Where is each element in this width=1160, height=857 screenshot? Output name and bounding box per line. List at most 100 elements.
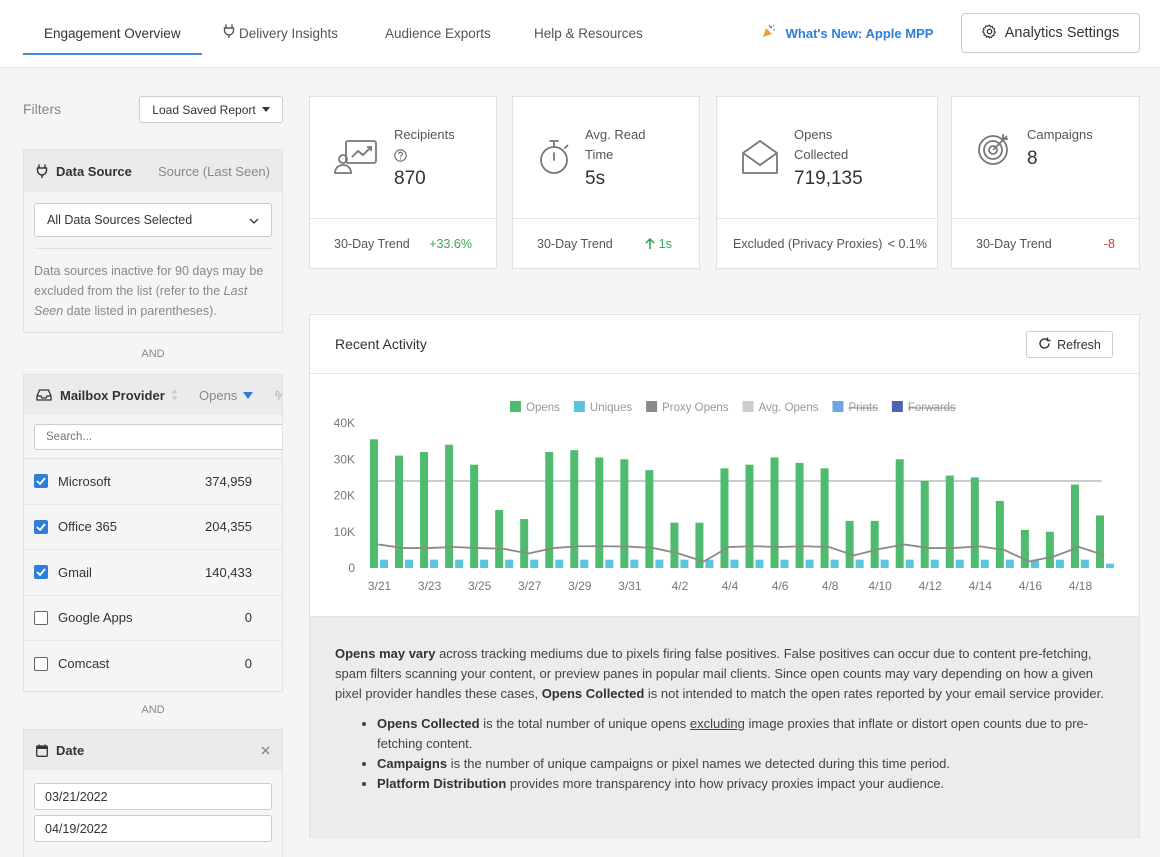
disclaimer-paragraph: Opens may vary across tracking mediums d… [335, 646, 1104, 701]
disclaimer-list: Opens Collected is the total number of u… [335, 714, 1114, 794]
opens-bar [895, 459, 904, 568]
stopwatch-icon [537, 139, 571, 180]
opens-bar [1045, 531, 1054, 568]
list-item: Campaigns is the number of unique campai… [377, 754, 1114, 774]
x-tick-label: 4/12 [919, 579, 943, 593]
opens-column-header[interactable]: Opens [199, 388, 254, 403]
uniques-bar [780, 559, 789, 568]
opens-bar [620, 459, 629, 568]
target-icon [976, 131, 1012, 172]
tab-delivery-insights[interactable]: Delivery Insights [223, 0, 338, 56]
provider-name: Google Apps [58, 610, 133, 626]
whats-new-link[interactable]: What's New: Apple MPP [762, 24, 933, 41]
recipients-icon [334, 139, 378, 180]
analytics-settings-button[interactable]: Analytics Settings [961, 13, 1140, 53]
provider-checkbox[interactable] [34, 610, 48, 625]
x-tick-label: 4/6 [772, 579, 789, 593]
provider-checkbox[interactable] [34, 519, 48, 534]
legend-swatch [510, 401, 521, 412]
mailbox-provider-panel: Mailbox Provider Opens % Microsoft 374,95… [23, 374, 283, 692]
list-item[interactable]: Google Apps 0 [24, 596, 282, 641]
mailbox-provider-list: Microsoft 374,959 Office 365 204,355 Gmail 14… [24, 459, 282, 687]
opens-bar [445, 444, 454, 568]
opens-bar [945, 475, 954, 568]
x-tick-label: 3/27 [518, 579, 542, 593]
uniques-bar [655, 559, 664, 568]
tab-help-resources[interactable]: Help & Resources [534, 26, 643, 41]
opens-bar [795, 462, 804, 568]
provider-name: Gmail [58, 564, 92, 580]
refresh-button[interactable]: Refresh [1026, 331, 1113, 358]
tab-audience-exports[interactable]: Audience Exports [385, 26, 491, 41]
legend-item[interactable]: Forwards [891, 401, 956, 414]
opens-bar [370, 439, 378, 568]
chevron-down-icon [249, 213, 259, 227]
help-icon[interactable] [394, 145, 455, 165]
provider-checkbox[interactable] [34, 656, 48, 671]
proxy-opens-line [378, 543, 1105, 563]
legend-label: Proxy Opens [662, 402, 729, 414]
list-item: Opens Collected is the total number of u… [377, 714, 1114, 754]
list-item: Platform Distribution provides more tran… [377, 774, 1114, 794]
legend-item[interactable]: Prints [832, 401, 878, 414]
data-source-panel: Data Source Source (Last Seen) All Data … [23, 149, 283, 333]
load-saved-report-button[interactable]: Load Saved Report [139, 96, 283, 123]
sort-icon[interactable] [171, 389, 178, 401]
list-item[interactable]: Microsoft 374,959 [24, 459, 282, 505]
x-tick-label: 3/25 [468, 579, 492, 593]
uniques-bar [1055, 559, 1064, 568]
uniques-bar [1105, 563, 1114, 568]
recent-activity-panel: Recent Activity Refresh 0 10K 20K 30K 40K Ope… [309, 314, 1140, 617]
data-source-select[interactable]: All Data Sources Selected [34, 203, 272, 237]
plug-icon [36, 164, 48, 178]
uniques-bar [430, 559, 439, 568]
provider-checkbox[interactable] [34, 565, 48, 580]
percent-column-header[interactable]: % [275, 388, 282, 403]
provider-checkbox[interactable] [34, 474, 48, 489]
y-tick-label: 10K [334, 525, 355, 539]
opens-disclaimer: Opens may vary across tracking mediums d… [309, 617, 1140, 838]
opens-bar [1020, 529, 1029, 568]
opens-bar [970, 477, 979, 568]
envelope-open-icon [741, 139, 779, 180]
provider-opens: 204,355 [205, 519, 252, 535]
end-date-input[interactable]: 04/19/2022 [34, 815, 272, 842]
opens-bar [645, 470, 654, 568]
opens-bar [595, 457, 604, 568]
mailbox-provider-header: Mailbox Provider Opens % [24, 375, 282, 415]
opens-bar [920, 481, 929, 568]
plug-icon [223, 0, 235, 68]
legend-label: Uniques [590, 402, 632, 414]
list-item[interactable]: Gmail 140,433 [24, 550, 282, 596]
legend-item[interactable]: Uniques [573, 401, 632, 414]
uniques-bar [980, 559, 989, 568]
recipients-trend: 30-Day Trend +33.6% [310, 218, 496, 268]
provider-opens: 0 [244, 610, 252, 626]
opens-bar [470, 464, 479, 568]
tab-engagement-overview[interactable]: Engagement Overview [23, 0, 202, 56]
caret-down-icon [261, 107, 270, 112]
opens-bar [570, 450, 579, 568]
list-item[interactable]: Comcast 0 [24, 641, 282, 687]
close-icon[interactable] [261, 746, 270, 755]
uniques-bar [630, 559, 639, 568]
legend-item[interactable]: Opens [510, 401, 560, 414]
legend-item[interactable]: Proxy Opens [646, 401, 729, 414]
list-item[interactable]: Office 365 204,355 [24, 505, 282, 550]
opens-bar [520, 519, 529, 568]
uniques-bar [805, 559, 814, 568]
x-tick-label: 3/21 [368, 579, 392, 593]
source-last-seen-label: Source (Last Seen) [157, 163, 270, 179]
opens-collected-label: Opens Collected [794, 127, 849, 162]
uniques-bar [1005, 559, 1014, 568]
check-icon [36, 568, 46, 577]
start-date-input[interactable]: 03/21/2022 [34, 783, 272, 810]
mailbox-search-input[interactable] [34, 424, 282, 450]
uniques-bar [680, 559, 689, 568]
refresh-icon [1038, 337, 1051, 353]
uniques-bar [380, 559, 388, 568]
opens-bar [395, 455, 404, 568]
legend-item[interactable]: Avg. Opens [742, 401, 819, 414]
opens-bar [695, 522, 704, 568]
uniques-bar [455, 559, 464, 568]
